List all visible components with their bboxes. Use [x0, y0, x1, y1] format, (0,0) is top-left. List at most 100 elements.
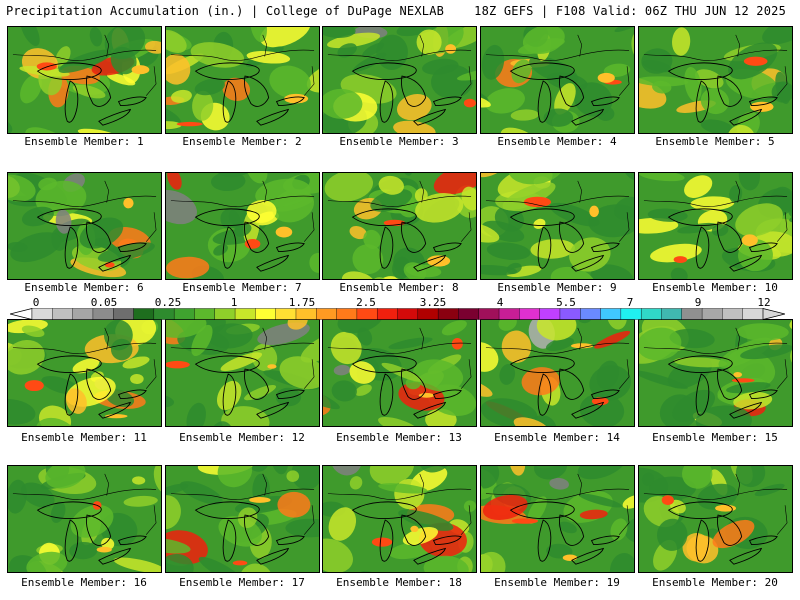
lake-outline — [571, 401, 605, 419]
precip-area — [423, 555, 469, 572]
lake-outline — [379, 373, 394, 416]
colorbar-bin — [519, 308, 541, 320]
precip-area — [166, 394, 175, 408]
border-line — [170, 49, 315, 61]
precip-area — [590, 264, 634, 279]
precip-area — [192, 90, 214, 121]
lake-outline — [401, 221, 427, 253]
colorbar-bin — [113, 308, 135, 320]
precip-area — [431, 64, 474, 99]
lake-outline — [748, 242, 778, 252]
precip-area — [166, 256, 210, 279]
precip-area — [166, 495, 181, 530]
colorbar-bin — [356, 308, 378, 320]
precip-area — [736, 323, 789, 341]
precip-area — [341, 271, 375, 279]
border-line — [485, 488, 630, 500]
lake-outline — [509, 208, 575, 226]
lake-outline — [275, 535, 305, 545]
precip-area — [481, 466, 500, 489]
lake-outline — [36, 208, 102, 226]
colorbar-tick-label: 0.05 — [90, 296, 118, 309]
precip-area — [481, 264, 518, 276]
precip-area — [578, 493, 623, 508]
precip-area — [69, 541, 98, 560]
precip-area — [130, 374, 144, 385]
precip-area — [20, 74, 42, 104]
precip-area — [8, 398, 36, 425]
ensemble-map-panel — [480, 26, 635, 134]
precip-maximum — [733, 372, 743, 378]
precip-map — [639, 320, 792, 426]
lake-outline — [748, 535, 778, 545]
ensemble-map-panel — [165, 26, 320, 134]
precip-area — [579, 393, 625, 426]
precip-maximum — [451, 337, 463, 350]
colorbar-bin — [539, 308, 561, 320]
border-line — [460, 359, 472, 389]
colorbar-bin — [681, 308, 703, 320]
border-line — [12, 342, 157, 354]
ensemble-map-panel — [638, 465, 793, 573]
border-line — [327, 195, 472, 207]
colorbar-bin — [153, 308, 175, 320]
lake-outline — [86, 221, 112, 253]
lake-outline — [244, 221, 270, 253]
precip-area — [569, 237, 611, 272]
precip-map — [166, 27, 319, 133]
lake-outline — [729, 547, 763, 565]
ensemble-member-label: Ensemble Member: 11 — [21, 431, 147, 444]
lake-outline — [571, 108, 605, 126]
precip-area — [396, 27, 442, 37]
precip-area — [327, 32, 381, 49]
precip-map — [166, 466, 319, 572]
precip-maximum — [275, 226, 293, 238]
ensemble-map-panel — [165, 172, 320, 280]
ensemble-map-panel — [480, 465, 635, 573]
precip-area — [122, 356, 150, 369]
precip-maximum — [232, 560, 248, 566]
precip-area — [770, 186, 792, 211]
lake-outline — [432, 389, 462, 399]
precip-area — [352, 244, 384, 275]
lake-outline — [729, 401, 763, 419]
colorbar-bin — [661, 308, 683, 320]
precip-area — [461, 186, 476, 211]
ensemble-map-panel — [480, 172, 635, 280]
colorbar-bin — [376, 308, 399, 320]
precip-area — [239, 563, 273, 572]
lake-outline — [98, 254, 132, 272]
colorbar-bin — [437, 308, 459, 320]
precip-area — [554, 83, 576, 115]
precip-area — [733, 391, 773, 410]
border-line — [643, 49, 788, 61]
precip-maximum — [123, 197, 134, 209]
precip-area — [579, 509, 608, 520]
colorbar-tick-label: 0.25 — [154, 296, 182, 309]
ensemble-member-label: Ensemble Member: 8 — [339, 281, 459, 294]
precip-maximum — [597, 72, 615, 83]
precip-area — [735, 203, 783, 237]
run-valid-time: 18Z GEFS | F108 Valid: 06Z THU JUN 12 20… — [474, 4, 786, 18]
precip-area — [220, 352, 263, 372]
precip-area — [530, 239, 575, 259]
precip-area — [323, 538, 353, 572]
lake-outline — [559, 75, 585, 107]
precip-area — [577, 466, 626, 480]
colorbar-bin — [92, 308, 114, 320]
colorbar-bin — [194, 308, 216, 320]
ensemble-map-panel — [7, 26, 162, 134]
precip-area — [191, 324, 213, 357]
precip-area — [222, 77, 251, 102]
precip-area — [330, 466, 362, 476]
precip-area — [413, 359, 464, 392]
precip-area — [337, 43, 357, 58]
colorbar-bin — [234, 308, 256, 320]
ensemble-map-panel — [638, 172, 793, 280]
colorbar-bin — [295, 308, 317, 320]
precip-area — [331, 380, 357, 402]
header: Precipitation Accumulation (in.) | Colle… — [0, 0, 800, 22]
border-line — [735, 473, 740, 496]
precip-area — [546, 543, 573, 559]
precip-area — [740, 344, 792, 360]
